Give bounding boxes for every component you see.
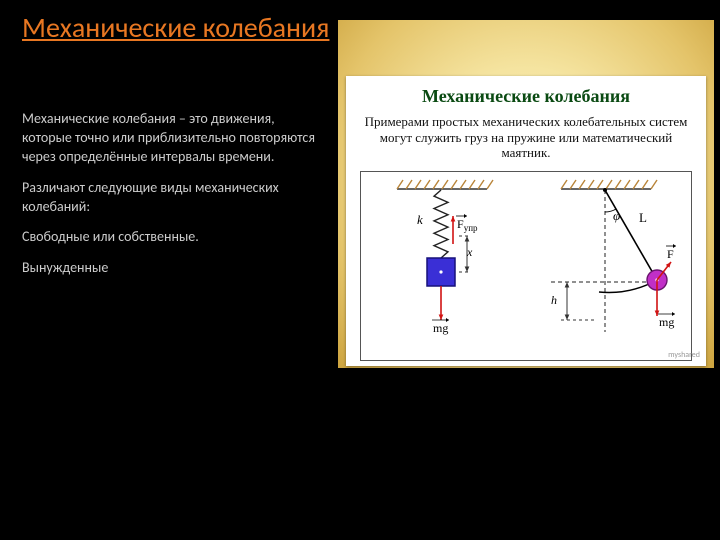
svg-text:L: L — [639, 210, 647, 225]
svg-text:φ: φ — [613, 208, 620, 223]
svg-text:F: F — [667, 247, 674, 261]
svg-text:x: x — [466, 245, 473, 259]
figure-subtitle: Примерами простых механических колебател… — [352, 112, 700, 167]
diagram-svg: k Fупр x mg φ L Fmg h — [361, 172, 693, 362]
paragraph: Механические колебания – это движения, к… — [22, 110, 322, 167]
paragraph: Свободные или собственные. — [22, 228, 322, 247]
paragraph: Вынужденные — [22, 259, 322, 278]
watermark: myshared — [668, 350, 700, 360]
page-title: Механические колебания — [22, 10, 329, 45]
figure-panel: Механические колебания Примерами простых… — [346, 76, 706, 366]
svg-text:h: h — [551, 293, 557, 307]
body-text: Механические колебания – это движения, к… — [22, 110, 322, 290]
paragraph: Различают следующие виды механических ко… — [22, 179, 322, 217]
svg-text:mg: mg — [433, 321, 448, 335]
svg-text:k: k — [417, 212, 423, 227]
svg-text:Fупр: Fупр — [457, 217, 478, 233]
svg-text:mg: mg — [659, 315, 674, 329]
figure-heading: Механические колебания — [352, 82, 700, 112]
figure-diagram: k Fупр x mg φ L Fmg h — [360, 171, 692, 361]
